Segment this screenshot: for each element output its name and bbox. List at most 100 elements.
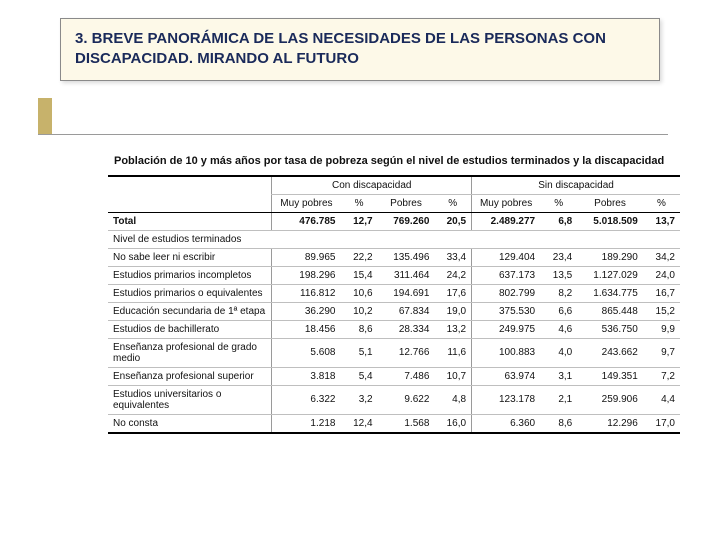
cell: 23,4 — [540, 248, 577, 266]
page-title: 3. BREVE PANORÁMICA DE LAS NECESIDADES D… — [75, 29, 645, 70]
cell: 6.322 — [272, 385, 341, 414]
cell: 67.834 — [378, 302, 435, 320]
figure: Población de 10 y más años por tasa de p… — [108, 150, 680, 434]
table-row: Estudios primarios o equivalentes116.812… — [108, 284, 680, 302]
cell: 9.622 — [378, 385, 435, 414]
cell: 22,2 — [340, 248, 377, 266]
cell: 5.608 — [272, 338, 341, 367]
cell: 129.404 — [472, 248, 541, 266]
cell: 20,5 — [434, 212, 471, 230]
cell: 149.351 — [577, 367, 643, 385]
col-muy-pct-con: % — [340, 194, 377, 212]
cell: 33,4 — [434, 248, 471, 266]
cell: 24,0 — [643, 266, 680, 284]
cell: 243.662 — [577, 338, 643, 367]
cell: 5.018.509 — [577, 212, 643, 230]
cell: 249.975 — [472, 320, 541, 338]
cell: 9,9 — [643, 320, 680, 338]
cell: 6,8 — [540, 212, 577, 230]
table-caption: Población de 10 y más años por tasa de p… — [108, 150, 680, 175]
cell: Enseñanza profesional superior — [108, 367, 272, 385]
cell: 637.173 — [472, 266, 541, 284]
cell: 3,1 — [540, 367, 577, 385]
cell: 536.750 — [577, 320, 643, 338]
cell: Enseñanza profesional de grado medio — [108, 338, 272, 367]
cell: 8,2 — [540, 284, 577, 302]
cell: 36.290 — [272, 302, 341, 320]
cell: 1.127.029 — [577, 266, 643, 284]
title-box: 3. BREVE PANORÁMICA DE LAS NECESIDADES D… — [60, 18, 660, 81]
cell: 12.766 — [378, 338, 435, 367]
cell: Estudios universitarios o equivalentes — [108, 385, 272, 414]
col-muy-pct-sin: % — [540, 194, 577, 212]
cell: No consta — [108, 414, 272, 433]
cell: 8,6 — [540, 414, 577, 433]
cell: 1.634.775 — [577, 284, 643, 302]
cell: 7.486 — [378, 367, 435, 385]
cell: 6.360 — [472, 414, 541, 433]
data-table: Con discapacidad Sin discapacidad Muy po… — [108, 175, 680, 434]
table-row: Estudios de bachillerato18.4568,628.3341… — [108, 320, 680, 338]
cell: 2.489.277 — [472, 212, 541, 230]
cell: 63.974 — [472, 367, 541, 385]
cell: 123.178 — [472, 385, 541, 414]
cell: 12.296 — [577, 414, 643, 433]
cell: 15,4 — [340, 266, 377, 284]
cell: 6,6 — [540, 302, 577, 320]
cell: 16,0 — [434, 414, 471, 433]
cell: 135.496 — [378, 248, 435, 266]
col-muy-pobres-con: Muy pobres — [272, 194, 341, 212]
cell: 4,0 — [540, 338, 577, 367]
cell: 12,4 — [340, 414, 377, 433]
cell: 4,8 — [434, 385, 471, 414]
cell: 11,6 — [434, 338, 471, 367]
table-row: Estudios primarios incompletos198.29615,… — [108, 266, 680, 284]
cell: 9,7 — [643, 338, 680, 367]
row-section-header: Nivel de estudios terminados — [108, 230, 680, 248]
table-row: No sabe leer ni escribir89.96522,2135.49… — [108, 248, 680, 266]
cell: 2,1 — [540, 385, 577, 414]
col-muy-pobres-sin: Muy pobres — [472, 194, 541, 212]
cell: 28.334 — [378, 320, 435, 338]
table-row: Estudios universitarios o equivalentes6.… — [108, 385, 680, 414]
cell: 259.906 — [577, 385, 643, 414]
cell: 10,6 — [340, 284, 377, 302]
col-pob-pct-con: % — [434, 194, 471, 212]
cell: 18.456 — [272, 320, 341, 338]
cell: 8,6 — [340, 320, 377, 338]
cell: 13,7 — [643, 212, 680, 230]
cell: 17,0 — [643, 414, 680, 433]
cell: 10,7 — [434, 367, 471, 385]
cell: Estudios primarios incompletos — [108, 266, 272, 284]
cell: 89.965 — [272, 248, 341, 266]
cell: 198.296 — [272, 266, 341, 284]
cell: 3,2 — [340, 385, 377, 414]
col-header-empty — [108, 176, 272, 195]
cell: 769.260 — [378, 212, 435, 230]
cell: 19,0 — [434, 302, 471, 320]
cell: 5,4 — [340, 367, 377, 385]
cell: 1.218 — [272, 414, 341, 433]
cell: 13,5 — [540, 266, 577, 284]
cell: Estudios primarios o equivalentes — [108, 284, 272, 302]
row-total: Total 476.785 12,7 769.260 20,5 2.489.27… — [108, 212, 680, 230]
cell: 5,1 — [340, 338, 377, 367]
cell: 311.464 — [378, 266, 435, 284]
cell: 3.818 — [272, 367, 341, 385]
cell: 15,2 — [643, 302, 680, 320]
cell: 17,6 — [434, 284, 471, 302]
col-pobres-con: Pobres — [378, 194, 435, 212]
horizontal-rule — [38, 134, 668, 135]
cell: 12,7 — [340, 212, 377, 230]
accent-bar — [38, 98, 52, 134]
cell: 100.883 — [472, 338, 541, 367]
cell: 1.568 — [378, 414, 435, 433]
col-header-spacer — [108, 194, 272, 212]
table-row: Educación secundaria de 1ª etapa36.29010… — [108, 302, 680, 320]
cell: 476.785 — [272, 212, 341, 230]
group-header-con: Con discapacidad — [272, 176, 472, 195]
col-pob-pct-sin: % — [643, 194, 680, 212]
cell: 865.448 — [577, 302, 643, 320]
total-label: Total — [108, 212, 272, 230]
cell: 13,2 — [434, 320, 471, 338]
